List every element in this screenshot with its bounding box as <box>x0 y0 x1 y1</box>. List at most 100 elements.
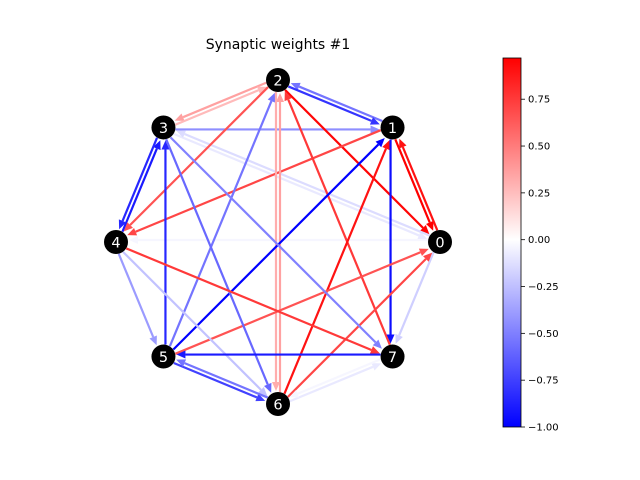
node-label: 7 <box>388 350 397 366</box>
edge-3-4 <box>118 137 159 230</box>
edge-7-2 <box>284 91 391 346</box>
node-0: 0 <box>428 230 452 254</box>
edge-line <box>298 85 383 123</box>
edge-line <box>287 99 391 346</box>
edge-6-1 <box>283 140 390 395</box>
edge-line <box>122 251 262 391</box>
node-circle <box>380 344 405 369</box>
node-circle <box>266 68 290 92</box>
edge-7-5 <box>176 350 381 359</box>
colorbar-tick-label: −0.50 <box>528 329 559 340</box>
edge-4-6 <box>122 251 268 397</box>
edge-3-2 <box>174 86 267 126</box>
edge-arrowhead <box>256 86 267 94</box>
node-circle <box>104 230 128 254</box>
edge-arrowhead <box>255 393 266 402</box>
node-7: 7 <box>380 344 405 369</box>
edge-line <box>284 89 424 229</box>
node-label: 5 <box>159 350 168 366</box>
edge-arrowhead <box>289 390 300 398</box>
edge-line <box>117 253 155 338</box>
edge-5-0 <box>174 248 429 355</box>
edge-1-2 <box>290 82 383 123</box>
edge-5-6 <box>173 361 266 402</box>
edge-arrowhead <box>382 140 390 151</box>
edge-line <box>168 100 273 347</box>
edge-arrowhead <box>174 113 185 121</box>
edge-arrowhead <box>176 359 187 367</box>
edge-arrowhead <box>420 225 430 235</box>
edge-line <box>174 251 421 355</box>
colorbar-tick-label: −1.00 <box>528 423 559 434</box>
node-label: 6 <box>273 398 282 414</box>
edge-line <box>184 133 431 237</box>
edge-5-3 <box>161 140 170 345</box>
colorbar-tick-label: 0.00 <box>528 235 550 246</box>
edge-line <box>174 89 259 126</box>
edge-5-1 <box>172 138 385 351</box>
edge-1-7 <box>386 139 395 344</box>
colorbar-tick-label: −0.75 <box>528 376 559 387</box>
node-label: 1 <box>388 121 397 137</box>
edge-line <box>184 362 269 399</box>
node-1: 1 <box>380 115 405 140</box>
colorbar: −1.00 −0.75 −0.50 −0.25 0.00 0.25 0.50 0.75 <box>502 57 559 434</box>
edge-6-7 <box>289 363 382 403</box>
edge-line <box>289 365 374 403</box>
edge-arrowhead <box>267 92 276 103</box>
edge-arrowhead <box>276 93 284 102</box>
edge-arrowhead <box>369 346 380 354</box>
edge-line <box>173 361 258 399</box>
node-circle <box>151 115 176 140</box>
edge-arrowhead <box>149 335 157 346</box>
edge-1-0 <box>394 138 434 231</box>
edge-line <box>287 85 372 122</box>
edge-4-3 <box>121 140 161 233</box>
edge-arrowhead <box>123 222 133 232</box>
node-6: 6 <box>266 392 290 416</box>
edge-line <box>182 81 267 119</box>
edge-arrowhead <box>426 220 434 231</box>
edge-line <box>129 86 269 226</box>
node-label: 3 <box>159 121 168 137</box>
node-label: 2 <box>273 74 282 90</box>
edge-line <box>394 138 431 223</box>
node-circle <box>428 230 452 254</box>
edge-arrowhead <box>127 228 138 236</box>
edges-layer <box>117 81 439 403</box>
colorbar-ticks: −1.00 −0.75 −0.50 −0.25 0.00 0.25 0.50 0.75 <box>521 95 559 434</box>
edge-arrowhead <box>423 252 433 262</box>
edge-0-7 <box>395 251 435 344</box>
edge-0-3 <box>176 130 431 237</box>
edge-arrowhead <box>176 130 187 138</box>
edge-arrowhead <box>284 91 292 102</box>
edge-line <box>169 136 377 344</box>
edge-7-6 <box>289 358 382 398</box>
edge-4-7 <box>125 247 380 354</box>
edge-2-3 <box>174 81 267 121</box>
edge-line <box>172 143 380 351</box>
node-circle <box>151 344 176 369</box>
edge-2-4 <box>123 86 269 232</box>
edge-arrowhead <box>417 231 428 240</box>
edge-arrowhead <box>161 140 170 150</box>
edge-arrowhead <box>395 333 403 344</box>
node-5: 5 <box>151 344 176 369</box>
edge-line <box>135 129 382 233</box>
edge-arrowhead <box>386 334 395 344</box>
edge-arrowhead <box>375 138 385 148</box>
colorbar-tick-label: 0.75 <box>528 95 550 106</box>
node-label: 0 <box>435 236 444 252</box>
node-3: 3 <box>151 115 176 140</box>
edge-arrowhead <box>399 138 407 149</box>
edge-3-1 <box>175 125 380 134</box>
edge-2-0 <box>284 89 430 235</box>
edge-2-1 <box>287 85 380 125</box>
node-circle <box>380 115 405 140</box>
colorbar-gradient <box>502 57 522 428</box>
edge-arrowhead <box>372 339 382 349</box>
edge-line <box>125 247 372 351</box>
edge-arrowhead <box>153 140 161 151</box>
edge-line <box>398 251 435 336</box>
